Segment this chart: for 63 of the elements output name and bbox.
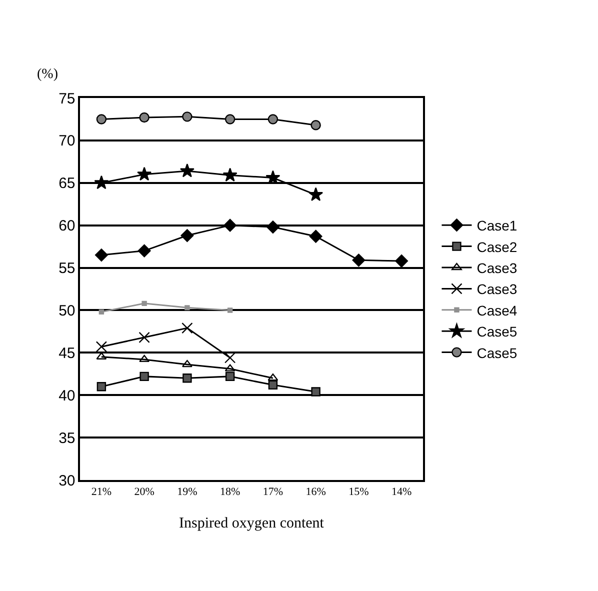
y-tick-label: 60 [58,218,76,235]
point [309,230,322,243]
point [268,114,278,124]
point [96,114,107,124]
point [182,360,192,368]
y-tick-label: 35 [58,430,76,447]
point [222,168,238,182]
y-axis-title: (%) [37,67,58,82]
y-tick-label: 55 [58,260,76,278]
x-tick-label: 20% [134,486,154,498]
point [96,352,107,360]
point [227,308,233,313]
point [224,114,236,124]
legend-label: Case3 [476,260,518,276]
point [98,309,104,315]
point [395,254,408,268]
x-tick-label: 17% [262,486,284,498]
point [182,112,192,122]
point [182,322,193,334]
point [96,382,106,392]
point [139,354,150,362]
point [352,254,366,267]
legend-label: Case1 [476,218,518,234]
point [138,332,150,343]
point [310,120,321,130]
legend-label: Case3 [476,281,518,298]
point [94,248,108,262]
point [142,300,147,306]
y-tick-label: 45 [58,344,76,362]
y-tick-label: 65 [58,175,76,192]
point [184,305,190,310]
point [138,244,151,258]
point [180,163,194,178]
legend-label: Case5 [476,324,518,340]
x-tick-label: 21% [91,486,112,498]
x-tick-label: 19% [177,486,198,498]
point [180,229,194,242]
point [224,352,236,364]
point [94,175,109,190]
legend-label: Case5 [476,344,518,361]
y-tick-label: 50 [58,302,76,320]
legend-label: Case4 [476,302,518,318]
legend-label: Case2 [476,238,518,255]
point [308,187,324,202]
point [139,112,150,123]
point [268,380,278,390]
y-tick-label: 30 [58,472,76,490]
point [140,372,149,382]
x-tick-label: 15% [348,486,369,498]
x-tick-label: 18% [220,486,240,498]
y-tick-label: 40 [58,387,76,404]
point [137,166,152,181]
point [182,374,192,383]
point [224,218,237,232]
x-tick-label: 16% [306,486,326,498]
point [225,372,235,382]
y-tick-label: 70 [58,132,76,150]
y-tick-label: 75 [58,90,76,108]
x-axis-title: Inspired oxygen content [179,515,325,532]
point [266,220,280,234]
point [96,341,108,352]
point [311,387,320,396]
x-tick-label: 14% [391,486,412,498]
